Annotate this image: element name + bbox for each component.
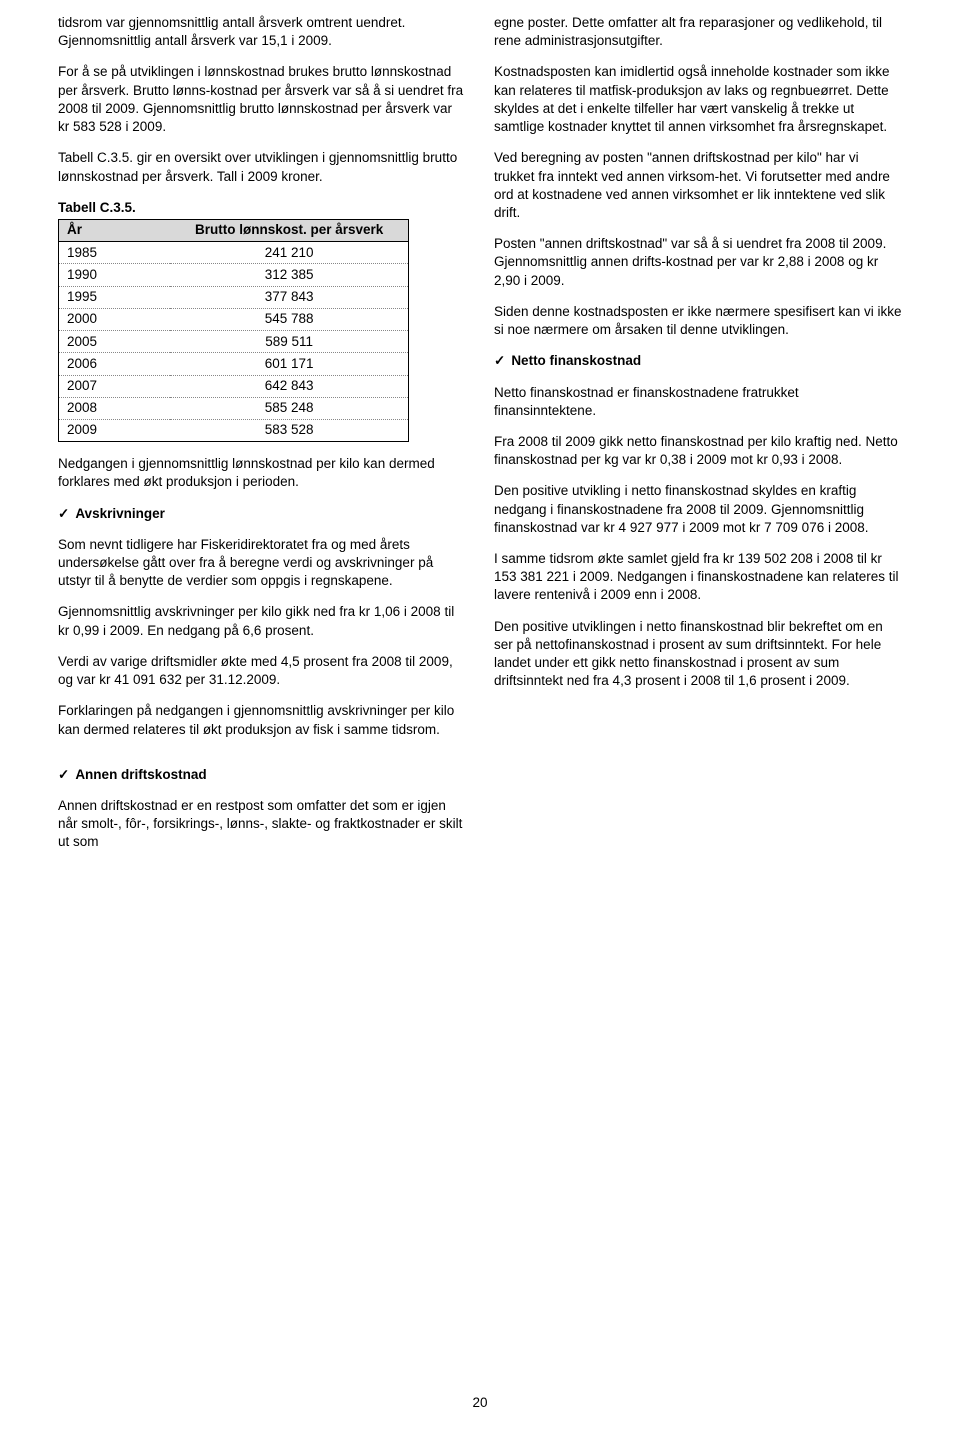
page-number: 20 bbox=[0, 1394, 960, 1412]
paragraph: Ved beregning av posten "annen driftskos… bbox=[494, 149, 902, 222]
table-header-year: År bbox=[59, 219, 171, 241]
table-cell-year: 1990 bbox=[59, 264, 171, 286]
section-heading-avskrivninger: ✓Avskrivninger bbox=[58, 505, 466, 523]
paragraph: For å se på utviklingen i lønnskostnad b… bbox=[58, 63, 466, 136]
table-cell-value: 585 248 bbox=[170, 397, 408, 419]
paragraph: Siden denne kostnadsposten er ikke nærme… bbox=[494, 303, 902, 339]
table-cell-value: 545 788 bbox=[170, 308, 408, 330]
section-heading-annen-driftskostnad: ✓Annen driftskostnad bbox=[58, 766, 466, 784]
left-column: tidsrom var gjennomsnittlig antall årsve… bbox=[58, 14, 466, 752]
table-cell-year: 2000 bbox=[59, 308, 171, 330]
table-cell-year: 1985 bbox=[59, 242, 171, 264]
table-cell-value: 583 528 bbox=[170, 419, 408, 441]
table-cell-value: 241 210 bbox=[170, 242, 408, 264]
table-cell-year: 2006 bbox=[59, 353, 171, 375]
check-icon: ✓ bbox=[494, 353, 505, 368]
table-cell-year: 1995 bbox=[59, 286, 171, 308]
paragraph: egne poster. Dette omfatter alt fra repa… bbox=[494, 14, 902, 50]
paragraph: Den positive utvikling i netto finanskos… bbox=[494, 482, 902, 537]
table-c-3-5: År Brutto lønnskost. per årsverk 1985241… bbox=[58, 219, 409, 442]
paragraph: Netto finanskostnad er finanskostnadene … bbox=[494, 384, 902, 420]
paragraph: Forklaringen på nedgangen i gjennomsnitt… bbox=[58, 702, 466, 738]
table-cell-year: 2008 bbox=[59, 397, 171, 419]
table-cell-value: 312 385 bbox=[170, 264, 408, 286]
paragraph: Fra 2008 til 2009 gikk netto finanskostn… bbox=[494, 433, 902, 469]
table-cell-year: 2009 bbox=[59, 419, 171, 441]
table-cell-year: 2005 bbox=[59, 331, 171, 353]
right-column: egne poster. Dette omfatter alt fra repa… bbox=[494, 14, 902, 752]
paragraph: Tabell C.3.5. gir en oversikt over utvik… bbox=[58, 149, 466, 185]
table-cell-value: 377 843 bbox=[170, 286, 408, 308]
paragraph: Som nevnt tidligere har Fiskeridirektora… bbox=[58, 536, 466, 591]
table-cell-value: 642 843 bbox=[170, 375, 408, 397]
paragraph: Verdi av varige driftsmidler økte med 4,… bbox=[58, 653, 466, 689]
paragraph: Annen driftskostnad er en restpost som o… bbox=[58, 797, 466, 852]
check-icon: ✓ bbox=[58, 506, 69, 521]
table-cell-value: 589 511 bbox=[170, 331, 408, 353]
section-heading-netto-finanskostnad: ✓Netto finanskostnad bbox=[494, 352, 902, 370]
paragraph: I samme tidsrom økte samlet gjeld fra kr… bbox=[494, 550, 902, 605]
paragraph: Nedgangen i gjennomsnittlig lønnskostnad… bbox=[58, 455, 466, 491]
table-cell-value: 601 171 bbox=[170, 353, 408, 375]
table-cell-year: 2007 bbox=[59, 375, 171, 397]
paragraph: Den positive utviklingen i netto finansk… bbox=[494, 618, 902, 691]
table-caption: Tabell C.3.5. bbox=[58, 199, 466, 217]
check-icon: ✓ bbox=[58, 767, 69, 782]
bottom-section: ✓Annen driftskostnad Annen driftskostnad… bbox=[58, 766, 466, 852]
table-header-value: Brutto lønnskost. per årsverk bbox=[170, 219, 408, 241]
paragraph: Kostnadsposten kan imidlertid også inneh… bbox=[494, 63, 902, 136]
paragraph: Posten "annen driftskostnad" var så å si… bbox=[494, 235, 902, 290]
paragraph: Gjennomsnittlig avskrivninger per kilo g… bbox=[58, 603, 466, 639]
paragraph: tidsrom var gjennomsnittlig antall årsve… bbox=[58, 14, 466, 50]
